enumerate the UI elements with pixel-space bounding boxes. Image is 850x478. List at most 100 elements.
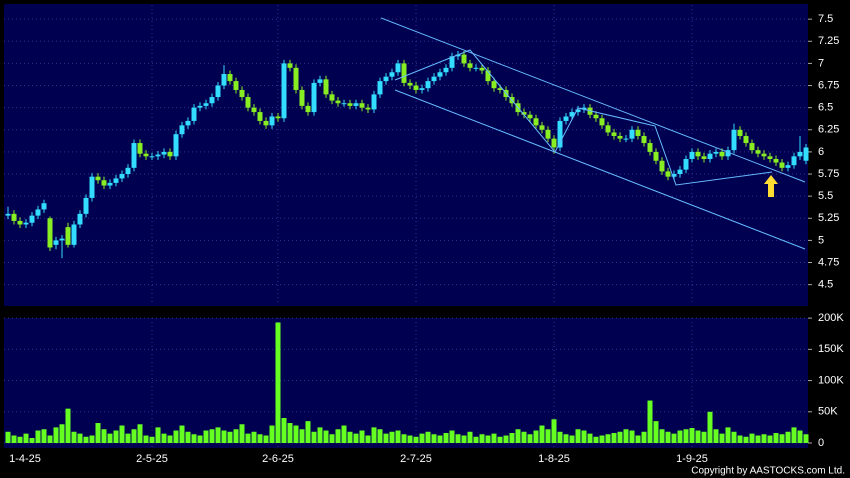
volume-bar xyxy=(623,429,629,443)
volume-bar xyxy=(281,418,287,443)
candle-body xyxy=(617,135,623,139)
candle-body xyxy=(785,165,791,168)
candle-body xyxy=(245,97,251,108)
volume-bar xyxy=(677,430,683,443)
volume-bar xyxy=(767,435,773,443)
y-tick-label: 5.75 xyxy=(818,168,839,180)
candle-body xyxy=(23,222,29,225)
volume-bar xyxy=(407,435,413,443)
volume-bar xyxy=(515,429,521,443)
volume-bar xyxy=(689,428,695,443)
candle-body xyxy=(521,112,527,115)
volume-bar xyxy=(749,433,755,443)
candle-body xyxy=(665,171,671,177)
volume-bar xyxy=(791,427,797,443)
volume-bar xyxy=(107,433,113,443)
y-tick-label: 7.5 xyxy=(818,13,833,25)
volume-bar xyxy=(113,430,119,443)
volume-bar xyxy=(377,429,383,443)
candle-body xyxy=(449,56,455,68)
candle-body xyxy=(743,135,749,144)
volume-bar xyxy=(737,435,743,443)
candle-body xyxy=(173,134,179,157)
volume-bar xyxy=(47,435,53,443)
volume-bar xyxy=(671,433,677,443)
volume-bar xyxy=(137,424,143,443)
volume-bar xyxy=(245,433,251,443)
volume-bar xyxy=(491,433,497,443)
candle-body xyxy=(461,54,467,64)
volume-bar xyxy=(527,434,533,443)
volume-bar xyxy=(455,434,461,443)
candle-body xyxy=(527,114,533,119)
candle-body xyxy=(635,129,641,136)
candle-body xyxy=(11,213,17,221)
marks xyxy=(5,51,809,443)
candle-body xyxy=(53,240,59,245)
candle-body xyxy=(593,114,599,119)
candle-body xyxy=(779,162,785,168)
candle-body xyxy=(737,129,743,136)
volume-bar xyxy=(473,436,479,443)
volume-bar xyxy=(125,433,131,443)
candle-body xyxy=(47,218,53,248)
candle-body xyxy=(719,151,725,157)
candle-body xyxy=(497,88,503,90)
candle-body xyxy=(437,72,443,77)
volume-bar xyxy=(557,431,563,443)
candle-body xyxy=(95,176,101,181)
candle-body xyxy=(413,85,419,90)
volume-bar xyxy=(713,429,719,443)
volume-bar xyxy=(383,433,389,443)
y-tick-label: 6.5 xyxy=(818,102,833,114)
x-tick-label: 1-9-25 xyxy=(676,453,708,465)
x-tick-label: 1-8-25 xyxy=(538,453,570,465)
volume-bar xyxy=(761,434,767,443)
volume-bar xyxy=(215,427,221,443)
volume-bar xyxy=(449,430,455,443)
candle-body xyxy=(701,156,707,159)
candle-body xyxy=(281,63,287,119)
trend-line xyxy=(394,89,806,250)
volume-bar xyxy=(419,433,425,443)
candle-body xyxy=(575,109,581,113)
trend-line xyxy=(394,49,773,186)
x-tick-label: 2-7-25 xyxy=(400,453,432,465)
volume-bar xyxy=(773,433,779,443)
candle-body xyxy=(659,160,665,172)
volume-bar xyxy=(239,424,245,443)
volume-bar xyxy=(275,322,281,443)
volume-bar xyxy=(611,433,617,443)
volume-bar xyxy=(755,435,761,443)
candle-body xyxy=(629,129,635,139)
candle-body xyxy=(563,116,569,121)
volume-bar xyxy=(593,436,599,443)
candle-body xyxy=(647,143,653,152)
candle-body xyxy=(611,132,617,136)
candle-body xyxy=(191,107,197,121)
y-tick-label: 7.25 xyxy=(818,35,839,47)
candle-body xyxy=(473,67,479,69)
volume-bar xyxy=(731,431,737,443)
candle-body xyxy=(599,118,605,126)
volume-bar xyxy=(389,431,395,443)
candle-body xyxy=(101,180,107,186)
volume-tick-label: 150K xyxy=(818,343,844,355)
y-tick-label: 4.75 xyxy=(818,256,839,268)
volume-bar xyxy=(335,429,341,443)
candle-body xyxy=(683,158,689,170)
volume-bar xyxy=(347,431,353,443)
volume-bar xyxy=(437,435,443,443)
candle-body xyxy=(731,129,737,151)
volume-bar xyxy=(35,430,41,443)
y-tick-label: 6.25 xyxy=(818,124,839,136)
volume-panel xyxy=(4,318,808,448)
volume-bar xyxy=(443,433,449,443)
candle-body xyxy=(305,105,311,113)
volume-bar xyxy=(353,433,359,443)
volume-bar xyxy=(77,433,83,443)
volume-bar xyxy=(323,430,329,443)
volume-bar xyxy=(707,411,713,443)
volume-bar xyxy=(743,436,749,443)
